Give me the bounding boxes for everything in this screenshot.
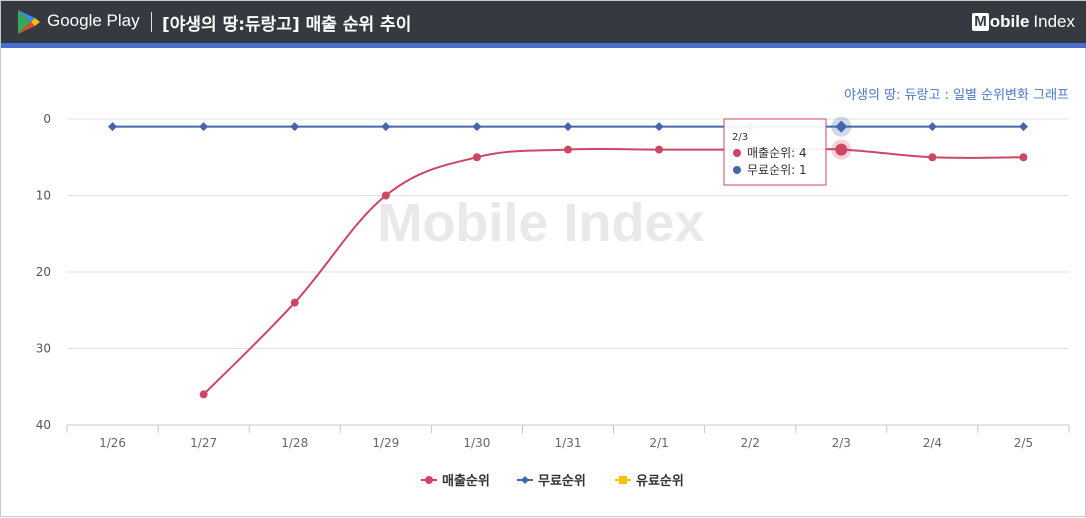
data-point bbox=[835, 143, 848, 156]
data-point bbox=[381, 191, 390, 200]
data-point bbox=[563, 122, 573, 132]
data-point bbox=[564, 145, 572, 154]
series-line bbox=[202, 147, 1024, 396]
data-point bbox=[927, 122, 937, 132]
data-point bbox=[381, 122, 391, 132]
watermark-text: Mobile Index bbox=[377, 193, 704, 253]
y-tick-label: 0 bbox=[43, 112, 51, 126]
tooltip: 2/3 매출순위: 4 무료순위: 1 bbox=[723, 118, 827, 186]
data-point bbox=[290, 298, 299, 307]
page-title: [야생의 땅:듀랑고] 매출 순위 추이 bbox=[162, 15, 412, 35]
tooltip-swatch bbox=[733, 149, 741, 157]
tooltip-box bbox=[723, 118, 827, 186]
header-accent-bar bbox=[1, 43, 1086, 48]
data-point bbox=[655, 145, 664, 154]
y-tick-label: 10 bbox=[36, 189, 51, 203]
data-point bbox=[1018, 122, 1028, 132]
x-tick-label: 2/1 bbox=[649, 436, 668, 450]
tooltip-row: 매출순위: 4 bbox=[747, 146, 807, 160]
data-point bbox=[199, 122, 209, 132]
x-tick-label: 2/3 bbox=[832, 436, 851, 450]
legend-marker bbox=[521, 476, 529, 484]
legend-item-1: 무료순위 bbox=[517, 474, 586, 489]
data-point bbox=[108, 122, 118, 132]
series-1 bbox=[108, 116, 1028, 137]
data-point bbox=[290, 122, 300, 132]
legend-label: 유료순위 bbox=[636, 474, 684, 489]
legend-marker bbox=[619, 476, 627, 484]
logo-word-2: Index bbox=[1033, 12, 1075, 31]
data-point bbox=[835, 120, 848, 133]
x-tick-label: 1/29 bbox=[372, 436, 399, 450]
legend-item-2: 유료순위 bbox=[615, 474, 684, 489]
x-tick-label: 1/27 bbox=[190, 436, 217, 450]
google-play-icon bbox=[18, 10, 40, 34]
y-tick-label: 20 bbox=[36, 265, 51, 279]
legend-label: 매출순위 bbox=[442, 473, 490, 489]
data-point bbox=[472, 153, 481, 162]
logo-initial: M bbox=[972, 13, 989, 31]
series-0 bbox=[199, 139, 1028, 399]
data-point bbox=[199, 390, 208, 399]
header-divider bbox=[151, 12, 152, 32]
chart-subtitle: 야생의 땅: 듀랑고 : 일별 순위변화 그래프 bbox=[844, 88, 1069, 103]
legend-label: 무료순위 bbox=[538, 474, 586, 489]
tooltip-title: 2/3 bbox=[732, 132, 748, 143]
y-tick-label: 40 bbox=[36, 418, 51, 432]
legend-marker bbox=[425, 476, 433, 484]
store-name: Google Play bbox=[47, 11, 140, 30]
x-tick-label: 1/26 bbox=[99, 436, 126, 450]
x-tick-label: 2/5 bbox=[1014, 436, 1033, 450]
x-tick-label: 1/30 bbox=[463, 436, 490, 450]
tooltip-swatch bbox=[733, 166, 741, 174]
data-point bbox=[928, 153, 937, 162]
legend-item-0: 매출순위 bbox=[421, 473, 490, 489]
data-point bbox=[654, 122, 664, 132]
logo-word-1: obile bbox=[989, 12, 1030, 31]
data-point bbox=[472, 122, 482, 132]
x-tick-label: 2/2 bbox=[741, 436, 760, 450]
tooltip-row: 무료순위: 1 bbox=[747, 163, 807, 177]
data-point bbox=[1019, 153, 1028, 162]
x-tick-label: 1/31 bbox=[555, 436, 582, 450]
y-tick-label: 30 bbox=[36, 342, 51, 356]
x-tick-label: 2/4 bbox=[923, 436, 942, 450]
x-tick-label: 1/28 bbox=[281, 436, 308, 450]
